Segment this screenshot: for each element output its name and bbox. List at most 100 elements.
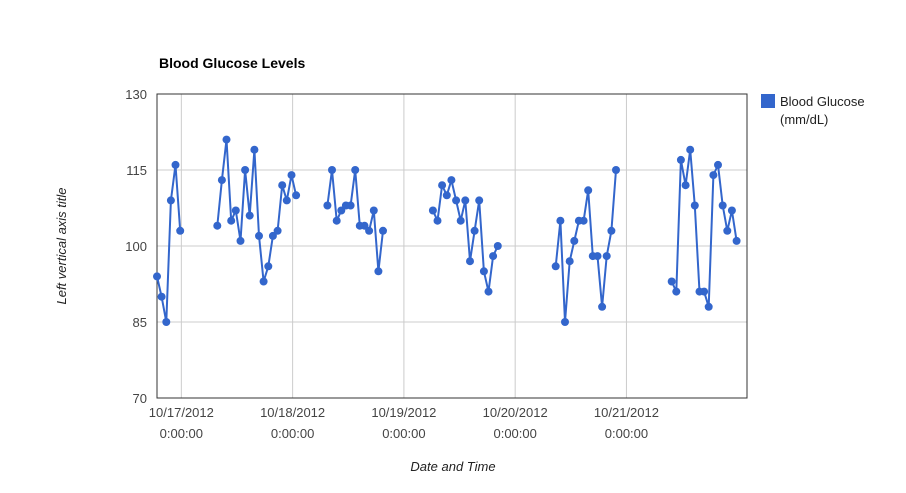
data-point[interactable]: [672, 287, 681, 296]
data-point[interactable]: [709, 171, 718, 180]
data-point[interactable]: [442, 191, 451, 200]
data-point[interactable]: [328, 166, 336, 174]
x-tick-date-label: 10/18/2012: [260, 405, 325, 420]
x-axis-tick-labels: 10/17/2012 0:00:00 10/18/2012 0:00:00 10/19/…: [149, 405, 659, 441]
data-point[interactable]: [561, 318, 569, 326]
data-point[interactable]: [241, 166, 250, 174]
x-tick-time-label: 0:00:00: [493, 426, 536, 441]
vertical-gridlines: [180, 94, 627, 398]
data-point[interactable]: [153, 272, 161, 281]
data-point[interactable]: [452, 196, 461, 205]
data-point[interactable]: [565, 257, 574, 266]
data-point[interactable]: [690, 201, 699, 210]
data-point[interactable]: [227, 216, 236, 225]
data-point[interactable]: [360, 221, 369, 230]
horizontal-gridlines: [157, 93, 747, 399]
data-point[interactable]: [727, 206, 736, 215]
y-tick-label: 130: [125, 87, 147, 102]
data-point[interactable]: [714, 160, 722, 169]
data-point[interactable]: [456, 216, 465, 225]
data-point[interactable]: [718, 201, 727, 210]
data-point[interactable]: [369, 206, 378, 215]
data-point[interactable]: [259, 277, 268, 286]
data-point[interactable]: [162, 318, 171, 326]
y-axis-tick-labels: 70 85 100 115 130: [125, 87, 147, 406]
data-point[interactable]: [584, 186, 593, 195]
legend-swatch: [761, 94, 775, 108]
data-point[interactable]: [166, 196, 175, 205]
data-point[interactable]: [278, 181, 287, 190]
data-point[interactable]: [667, 277, 676, 286]
data-point[interactable]: [493, 242, 502, 250]
data-point[interactable]: [323, 201, 332, 210]
data-point[interactable]: [255, 231, 263, 240]
data-point[interactable]: [222, 135, 231, 144]
data-point[interactable]: [676, 155, 685, 164]
x-tick-time-label: 0:00:00: [605, 426, 648, 441]
x-tick-time-label: 0:00:00: [271, 426, 314, 441]
x-tick-date-label: 10/19/2012: [371, 405, 436, 420]
data-point[interactable]: [374, 267, 383, 276]
data-point[interactable]: [332, 216, 341, 225]
data-point[interactable]: [287, 171, 296, 180]
data-point[interactable]: [700, 287, 709, 296]
series-line-segment: [554, 169, 617, 323]
data-point[interactable]: [612, 166, 620, 174]
data-point[interactable]: [489, 252, 498, 261]
data-point[interactable]: [292, 191, 301, 200]
data-point[interactable]: [351, 166, 360, 174]
data-point[interactable]: [217, 176, 226, 185]
data-point[interactable]: [681, 181, 690, 190]
data-point[interactable]: [365, 226, 374, 235]
data-point[interactable]: [282, 196, 291, 205]
data-point[interactable]: [447, 176, 456, 185]
data-point[interactable]: [236, 236, 245, 245]
data-point[interactable]: [433, 216, 442, 225]
data-point[interactable]: [268, 231, 277, 240]
data-point[interactable]: [176, 226, 185, 235]
data-point[interactable]: [475, 196, 484, 205]
data-point[interactable]: [250, 145, 259, 154]
legend: Blood Glucose (mm/dL): [761, 94, 865, 127]
data-point[interactable]: [579, 216, 588, 225]
data-point[interactable]: [438, 181, 447, 190]
data-point[interactable]: [593, 252, 602, 261]
data-point[interactable]: [264, 262, 273, 271]
series-blood-glucose: [153, 135, 741, 326]
legend-label-line-1: Blood Glucose: [780, 94, 865, 109]
data-point[interactable]: [551, 262, 560, 271]
chart-title: Blood Glucose Levels: [159, 55, 305, 71]
x-axis-title: Date and Time: [410, 459, 495, 474]
data-point[interactable]: [484, 287, 493, 296]
data-point[interactable]: [556, 216, 565, 225]
data-point[interactable]: [602, 252, 611, 261]
plot-area-frame: [156, 93, 748, 399]
data-point[interactable]: [686, 145, 695, 154]
data-point[interactable]: [598, 302, 607, 311]
data-point[interactable]: [470, 226, 479, 235]
y-tick-label: 115: [126, 163, 147, 178]
data-point[interactable]: [428, 206, 437, 215]
data-point[interactable]: [346, 201, 355, 210]
x-tick-date-label: 10/21/2012: [594, 405, 659, 420]
data-point[interactable]: [245, 211, 254, 220]
x-tick-date-label: 10/20/2012: [483, 405, 548, 420]
data-point[interactable]: [466, 257, 474, 266]
data-point[interactable]: [171, 160, 180, 169]
data-point[interactable]: [704, 302, 713, 311]
data-point[interactable]: [732, 236, 741, 245]
data-point[interactable]: [273, 226, 282, 235]
y-tick-label: 100: [125, 239, 147, 254]
data-point[interactable]: [231, 206, 240, 215]
data-point[interactable]: [723, 226, 732, 235]
data-point[interactable]: [461, 196, 470, 205]
data-point[interactable]: [379, 226, 387, 235]
series-line-segment: [216, 138, 298, 283]
data-point[interactable]: [607, 226, 616, 235]
x-tick-time-label: 0:00:00: [382, 426, 425, 441]
data-point[interactable]: [157, 292, 166, 301]
data-point[interactable]: [570, 236, 579, 245]
data-point[interactable]: [213, 221, 222, 230]
data-point[interactable]: [479, 267, 488, 276]
